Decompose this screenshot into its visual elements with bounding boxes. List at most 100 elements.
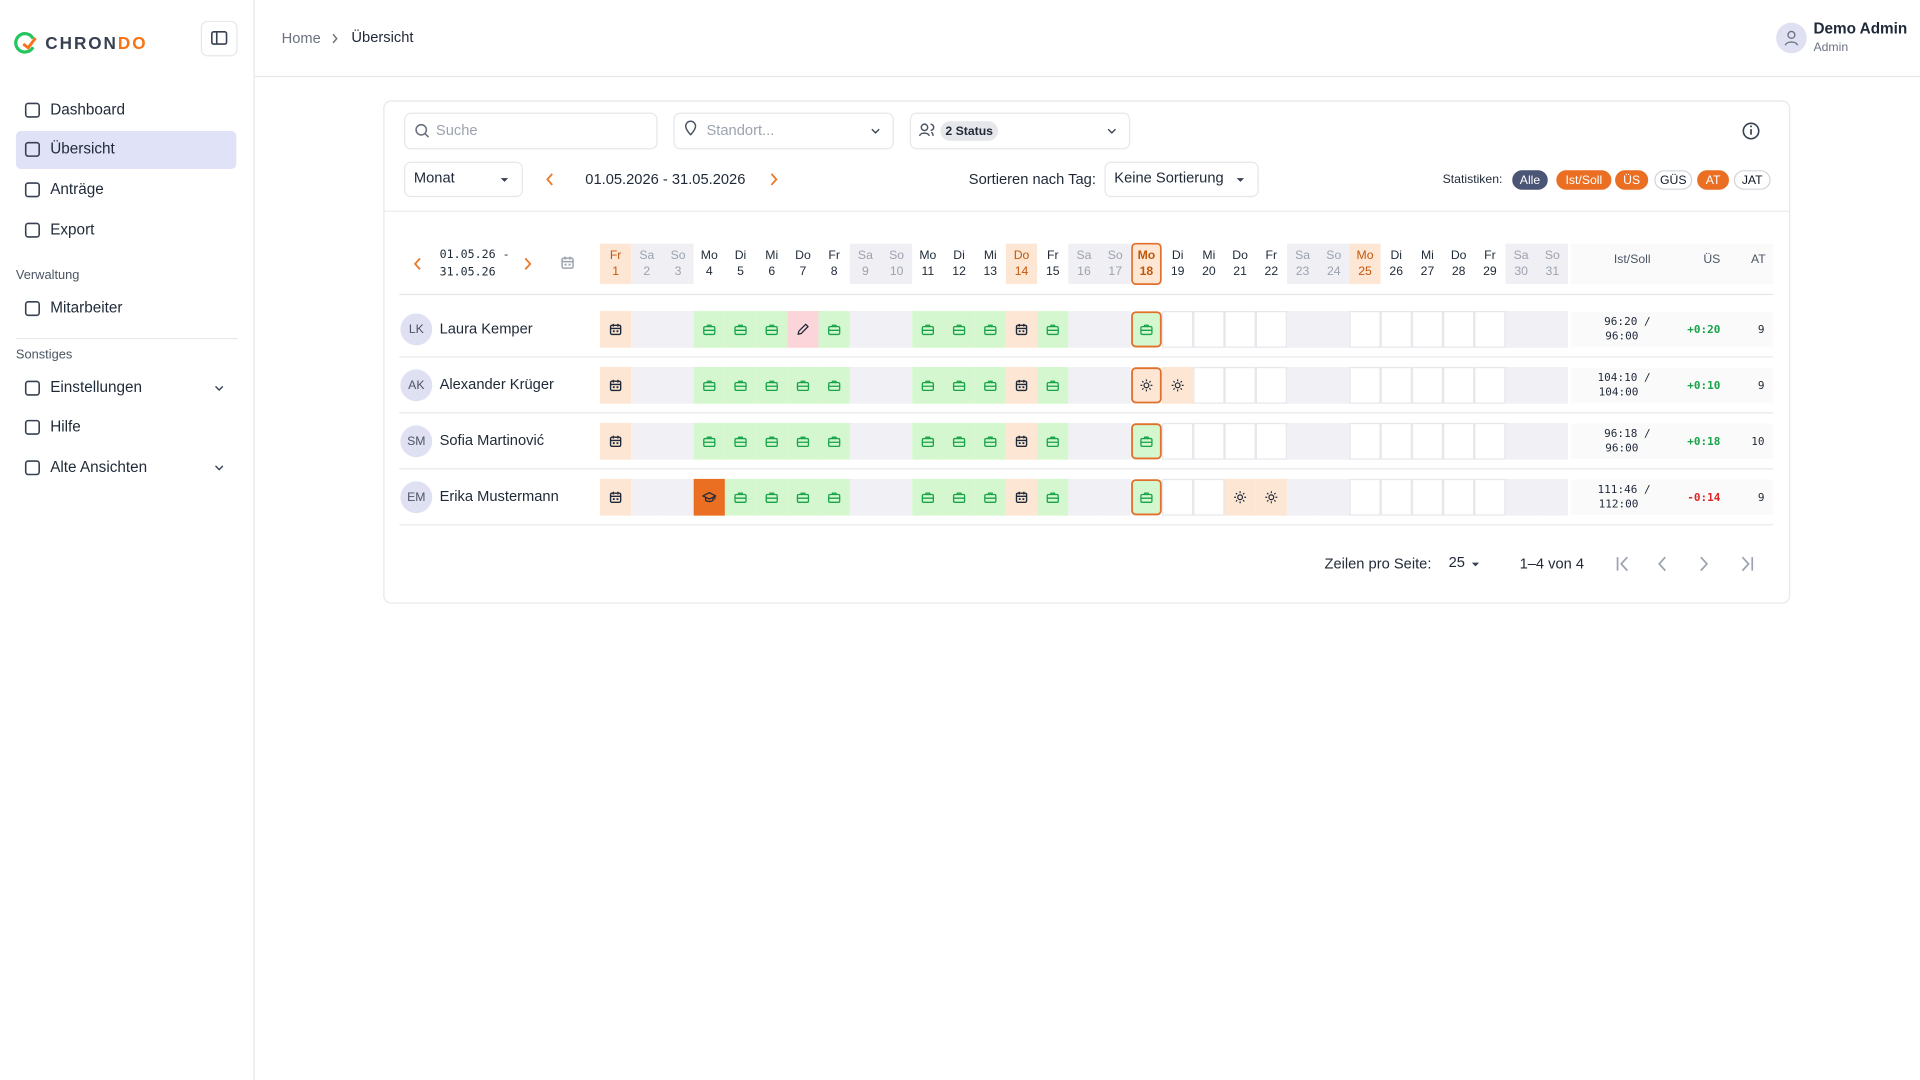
day-cell[interactable] bbox=[631, 366, 663, 404]
day-cell[interactable] bbox=[943, 366, 975, 404]
day-cell[interactable] bbox=[1037, 311, 1069, 348]
day-cell[interactable] bbox=[1099, 366, 1131, 404]
day-cell[interactable] bbox=[1099, 422, 1131, 460]
day-cell[interactable] bbox=[849, 422, 882, 460]
day-cell[interactable] bbox=[1505, 366, 1537, 404]
day-cell[interactable] bbox=[724, 478, 757, 516]
stats-chip[interactable] bbox=[1512, 170, 1548, 190]
day-cell[interactable] bbox=[943, 422, 975, 460]
day-cell[interactable] bbox=[1411, 311, 1444, 348]
day-cell[interactable] bbox=[631, 311, 663, 348]
day-cell[interactable] bbox=[1193, 311, 1225, 348]
day-cell[interactable] bbox=[756, 311, 788, 348]
day-cell[interactable] bbox=[974, 478, 1006, 516]
day-cell[interactable] bbox=[787, 478, 819, 516]
day-cell[interactable] bbox=[1037, 422, 1069, 460]
stats-chip[interactable] bbox=[1697, 170, 1729, 190]
day-cell[interactable] bbox=[1255, 366, 1287, 404]
day-cell[interactable] bbox=[1068, 366, 1100, 404]
day-cell[interactable] bbox=[881, 422, 913, 460]
day-cell[interactable] bbox=[1131, 367, 1162, 404]
day-cell[interactable] bbox=[600, 478, 632, 516]
day-cell[interactable] bbox=[1536, 366, 1568, 404]
day-cell[interactable] bbox=[693, 478, 725, 516]
day-cell[interactable] bbox=[912, 422, 944, 460]
day-cell[interactable] bbox=[1380, 366, 1412, 404]
day-cell[interactable] bbox=[1255, 478, 1287, 516]
day-cell[interactable] bbox=[787, 366, 819, 404]
page-button[interactable] bbox=[1741, 556, 1754, 572]
day-cell[interactable] bbox=[1318, 311, 1350, 348]
day-cell[interactable] bbox=[1349, 311, 1381, 348]
day-cell[interactable] bbox=[1224, 366, 1256, 404]
period-select[interactable] bbox=[404, 161, 523, 198]
day-cell[interactable] bbox=[1536, 311, 1568, 348]
day-cell[interactable] bbox=[1193, 366, 1225, 404]
day-cell[interactable] bbox=[631, 422, 663, 460]
day-cell[interactable] bbox=[881, 311, 913, 348]
day-cell[interactable] bbox=[974, 366, 1006, 404]
day-cell[interactable] bbox=[1193, 478, 1225, 516]
day-cell[interactable] bbox=[1536, 422, 1568, 460]
day-cell[interactable] bbox=[1505, 311, 1537, 348]
day-cell[interactable] bbox=[1255, 422, 1287, 460]
day-cell[interactable] bbox=[849, 478, 882, 516]
day-cell[interactable] bbox=[787, 422, 819, 460]
day-cell[interactable] bbox=[1162, 422, 1194, 460]
page-button[interactable] bbox=[1700, 556, 1709, 572]
day-cell[interactable] bbox=[943, 478, 975, 516]
day-cell[interactable] bbox=[1380, 478, 1412, 516]
search-input[interactable] bbox=[404, 112, 658, 150]
day-cell[interactable] bbox=[1443, 311, 1475, 348]
next-range[interactable] bbox=[524, 257, 532, 270]
stats-chip[interactable] bbox=[1556, 170, 1612, 190]
day-cell[interactable] bbox=[1380, 311, 1412, 348]
prev-period[interactable] bbox=[546, 173, 553, 186]
day-cell[interactable] bbox=[849, 366, 882, 404]
sort-select[interactable] bbox=[1104, 161, 1259, 198]
day-cell[interactable] bbox=[1286, 311, 1319, 348]
day-cell[interactable] bbox=[693, 422, 725, 460]
day-cell[interactable] bbox=[849, 311, 882, 348]
day-cell[interactable] bbox=[1037, 478, 1069, 516]
day-cell[interactable] bbox=[1131, 479, 1162, 516]
day-cell[interactable] bbox=[724, 366, 757, 404]
day-cell[interactable] bbox=[756, 478, 788, 516]
day-cell[interactable] bbox=[1005, 422, 1038, 460]
day-cell[interactable] bbox=[1474, 311, 1506, 348]
day-cell[interactable] bbox=[693, 366, 725, 404]
day-cell[interactable] bbox=[1318, 366, 1350, 404]
day-cell[interactable] bbox=[818, 478, 850, 516]
day-cell[interactable] bbox=[1255, 311, 1287, 348]
day-cell[interactable] bbox=[662, 422, 694, 460]
prev-range[interactable] bbox=[413, 257, 421, 270]
day-cell[interactable] bbox=[1286, 422, 1319, 460]
day-cell[interactable] bbox=[1068, 478, 1100, 516]
day-cell[interactable] bbox=[662, 311, 694, 348]
day-cell[interactable] bbox=[724, 422, 757, 460]
day-cell[interactable] bbox=[1131, 311, 1162, 348]
sidebar-toggle[interactable] bbox=[200, 20, 238, 57]
day-cell[interactable] bbox=[662, 366, 694, 404]
next-period[interactable] bbox=[770, 173, 778, 186]
day-cell[interactable] bbox=[974, 422, 1006, 460]
day-cell[interactable] bbox=[1349, 366, 1381, 404]
day-cell[interactable] bbox=[1224, 422, 1256, 460]
day-cell[interactable] bbox=[1505, 422, 1537, 460]
day-cell[interactable] bbox=[1286, 478, 1319, 516]
day-cell[interactable] bbox=[724, 311, 757, 348]
day-cell[interactable] bbox=[1162, 478, 1194, 516]
location-select[interactable] bbox=[673, 112, 894, 150]
day-cell[interactable] bbox=[1411, 478, 1444, 516]
day-cell[interactable] bbox=[1443, 366, 1475, 404]
day-cell[interactable] bbox=[881, 478, 913, 516]
day-cell[interactable] bbox=[1349, 422, 1381, 460]
day-cell[interactable] bbox=[818, 422, 850, 460]
day-cell[interactable] bbox=[1505, 478, 1537, 516]
day-cell[interactable] bbox=[1099, 311, 1131, 348]
day-cell[interactable] bbox=[756, 422, 788, 460]
day-cell[interactable] bbox=[881, 366, 913, 404]
day-cell[interactable] bbox=[912, 366, 944, 404]
day-cell[interactable] bbox=[1474, 422, 1506, 460]
day-cell[interactable] bbox=[818, 366, 850, 404]
